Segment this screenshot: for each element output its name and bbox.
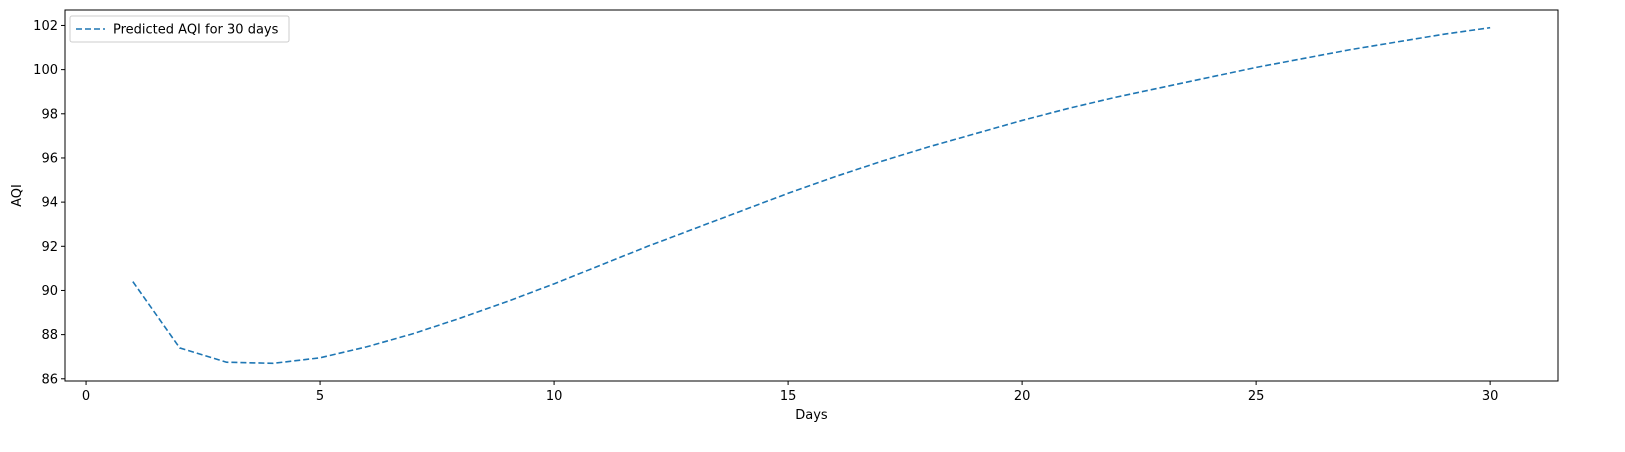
data-point [318, 356, 322, 360]
data-point [1207, 75, 1211, 79]
data-point [1067, 106, 1071, 110]
y-tick-label: 96 [41, 151, 58, 166]
data-point [1441, 32, 1445, 36]
data-point [1161, 85, 1165, 89]
data-point [224, 360, 228, 364]
data-point [1114, 95, 1118, 99]
data-point [1254, 65, 1258, 69]
data-point [1395, 40, 1399, 44]
data-point [1301, 57, 1305, 61]
data-point [1348, 48, 1352, 52]
x-axis: 0 5 10 15 20 25 30 [82, 381, 1498, 404]
x-tick-label: 15 [780, 389, 797, 404]
x-tick-label: 10 [546, 389, 563, 404]
data-point [927, 145, 931, 149]
data-point [786, 191, 790, 195]
y-tick-label: 94 [41, 196, 58, 211]
data-point [178, 346, 182, 350]
legend: Predicted AQI for 30 days [69, 15, 290, 43]
x-tick-label: 0 [82, 389, 90, 404]
data-point [412, 332, 416, 336]
data-point [1488, 26, 1492, 30]
data-point [271, 361, 275, 365]
y-tick-label: 90 [41, 284, 58, 299]
x-tick-label: 25 [1248, 389, 1265, 404]
plot-layer [131, 26, 1492, 365]
data-point [880, 159, 884, 163]
legend-box [69, 15, 290, 43]
data-point [973, 132, 977, 136]
x-tick-label: 30 [1482, 389, 1499, 404]
legend-label: Predicted AQI for 30 days [113, 23, 279, 38]
y-tick-label: 86 [41, 372, 58, 387]
data-point [692, 227, 696, 231]
plot-frame [64, 9, 1559, 382]
data-point [552, 282, 556, 286]
data-point [365, 345, 369, 349]
data-point [646, 244, 650, 248]
y-axis-label: AQI [10, 184, 25, 207]
data-point [739, 209, 743, 213]
y-tick-label: 100 [33, 63, 58, 78]
x-tick-label: 5 [316, 389, 324, 404]
data-point [505, 300, 509, 304]
data-point [131, 280, 135, 284]
x-tick-label: 20 [1014, 389, 1031, 404]
y-tick-label: 88 [41, 328, 58, 343]
series-line [132, 26, 1491, 365]
y-axis: 86 88 90 92 94 96 98 100 102 [33, 19, 65, 387]
data-point [599, 263, 603, 267]
data-point [458, 316, 462, 320]
data-point [1020, 118, 1024, 122]
y-tick-label: 102 [33, 19, 58, 34]
y-tick-label: 98 [41, 107, 58, 122]
data-point [833, 175, 837, 179]
x-axis-label: Days [795, 408, 828, 423]
y-tick-label: 92 [41, 240, 58, 255]
